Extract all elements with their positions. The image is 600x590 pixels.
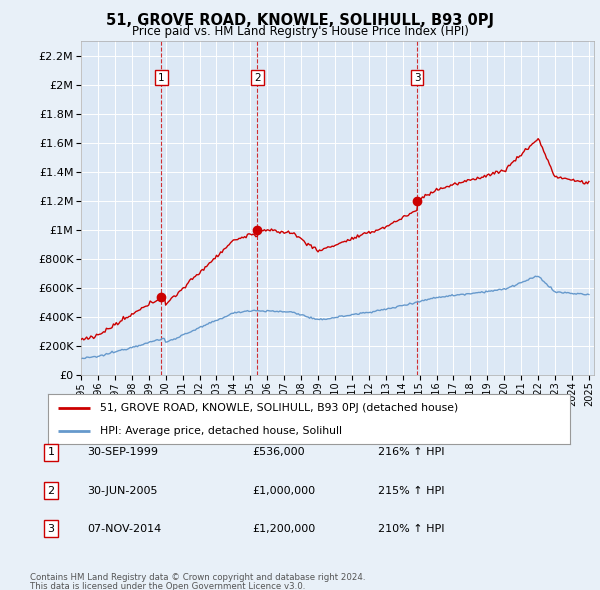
Text: Contains HM Land Registry data © Crown copyright and database right 2024.: Contains HM Land Registry data © Crown c…: [30, 573, 365, 582]
Text: 3: 3: [414, 73, 421, 83]
Text: 30-SEP-1999: 30-SEP-1999: [87, 447, 158, 457]
Text: 216% ↑ HPI: 216% ↑ HPI: [378, 447, 445, 457]
Text: £1,000,000: £1,000,000: [252, 486, 315, 496]
Text: 1: 1: [158, 73, 165, 83]
Text: 2: 2: [254, 73, 261, 83]
Text: 51, GROVE ROAD, KNOWLE, SOLIHULL, B93 0PJ (detached house): 51, GROVE ROAD, KNOWLE, SOLIHULL, B93 0P…: [100, 402, 458, 412]
Text: Price paid vs. HM Land Registry's House Price Index (HPI): Price paid vs. HM Land Registry's House …: [131, 25, 469, 38]
Text: 51, GROVE ROAD, KNOWLE, SOLIHULL, B93 0PJ: 51, GROVE ROAD, KNOWLE, SOLIHULL, B93 0P…: [106, 13, 494, 28]
Text: 215% ↑ HPI: 215% ↑ HPI: [378, 486, 445, 496]
Text: £1,200,000: £1,200,000: [252, 524, 315, 534]
Text: 07-NOV-2014: 07-NOV-2014: [87, 524, 161, 534]
Text: 2: 2: [47, 486, 55, 496]
Text: 3: 3: [47, 524, 55, 534]
Text: 30-JUN-2005: 30-JUN-2005: [87, 486, 157, 496]
Text: HPI: Average price, detached house, Solihull: HPI: Average price, detached house, Soli…: [100, 426, 342, 436]
Text: This data is licensed under the Open Government Licence v3.0.: This data is licensed under the Open Gov…: [30, 582, 305, 590]
Text: 210% ↑ HPI: 210% ↑ HPI: [378, 524, 445, 534]
Text: £536,000: £536,000: [252, 447, 305, 457]
Text: 1: 1: [47, 447, 55, 457]
